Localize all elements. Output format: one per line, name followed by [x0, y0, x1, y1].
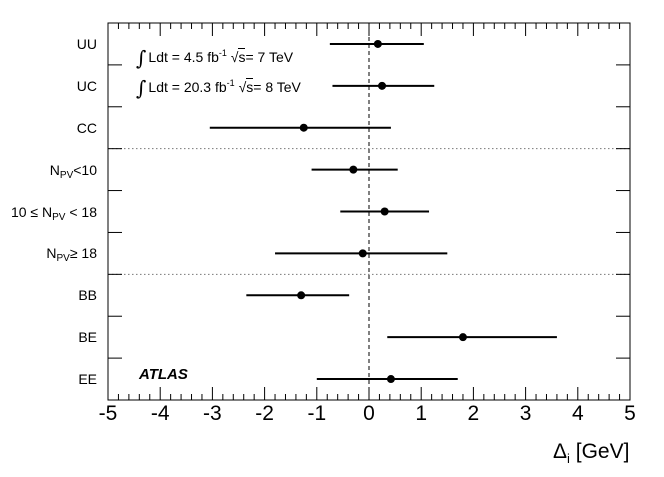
category-label: UU — [76, 35, 97, 52]
data-point — [458, 333, 467, 342]
category-label: NPV<10 — [49, 161, 97, 181]
x-tick-label: 1 — [415, 402, 428, 425]
x-tick-label: -4 — [150, 402, 170, 425]
category-label: BB — [78, 287, 97, 304]
data-point — [358, 249, 367, 258]
x-tick-label: 3 — [519, 402, 532, 425]
data-point — [373, 39, 382, 48]
category-label: BE — [78, 329, 97, 346]
data-point — [349, 165, 358, 174]
x-tick-label: -1 — [307, 402, 327, 425]
x-tick-label: -2 — [255, 402, 274, 425]
data-point — [386, 375, 395, 384]
category-label: 10 ≤ NPV < 18 — [10, 203, 97, 223]
category-label: EE — [78, 371, 97, 388]
data-point — [299, 123, 308, 132]
lumi-label-7tev: ∫ Ldt = 4.5 fb-1 √s= 7 TeV — [136, 46, 294, 70]
x-axis-title: Δi [GeV] — [553, 440, 630, 466]
lumi-label-8tev: ∫ Ldt = 20.3 fb-1 √s= 8 TeV — [136, 76, 301, 100]
atlas-label: ATLAS — [139, 366, 188, 383]
x-tick-label: -3 — [203, 402, 222, 425]
x-tick-label: -5 — [98, 402, 118, 425]
category-label: UC — [76, 77, 97, 94]
x-tick-label: 5 — [624, 402, 636, 425]
category-label: CC — [76, 119, 97, 136]
x-tick-label: 4 — [571, 402, 584, 425]
data-point — [380, 207, 389, 216]
x-tick-label: 0 — [363, 402, 375, 425]
category-label: NPV≥ 18 — [46, 245, 97, 265]
x-tick-label: 2 — [467, 402, 480, 425]
data-point — [378, 81, 387, 90]
data-point — [297, 291, 306, 300]
